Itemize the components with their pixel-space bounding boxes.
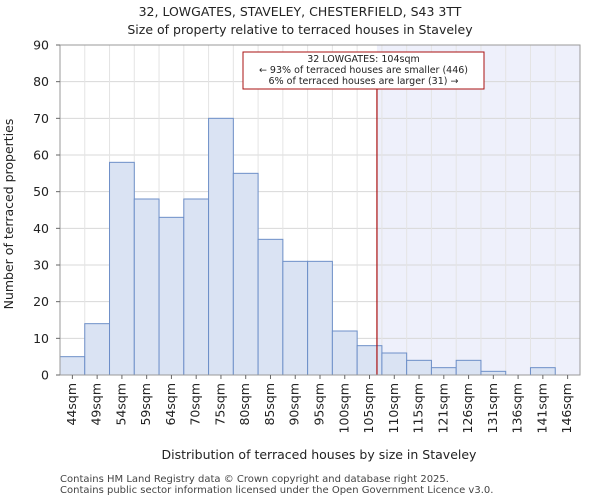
- bar-64sqm: [158, 216, 185, 376]
- y-tick-label: 60: [33, 148, 49, 163]
- bar-59sqm: [133, 198, 160, 376]
- y-tick-label: 10: [33, 331, 49, 346]
- x-tick-label: 85sqm: [262, 383, 277, 426]
- larger-region-highlight: [376, 45, 580, 375]
- y-axis-ticks: 0 10 20 30 40 50 60 70 80 90: [33, 38, 60, 383]
- bar-110sqm: [381, 352, 408, 376]
- y-tick-label: 30: [33, 258, 49, 273]
- x-tick-label: 121sqm: [435, 383, 450, 433]
- bar-115sqm: [406, 359, 432, 376]
- x-tick-label: 105sqm: [361, 383, 376, 433]
- x-axis-ticks: 44sqm 49sqm 54sqm 59sqm 64sqm 70sqm 75sqm 80sqm…: [64, 375, 574, 433]
- bar-44sqm: [59, 356, 86, 376]
- x-tick-label: 146sqm: [559, 383, 574, 433]
- x-tick-label: 126sqm: [460, 383, 475, 433]
- bar-49sqm: [84, 323, 111, 376]
- chart-title: 32, LOWGATES, STAVELEY, CHESTERFIELD, S4…: [139, 4, 462, 19]
- x-tick-label: 54sqm: [113, 383, 128, 426]
- x-tick-label: 64sqm: [163, 383, 178, 426]
- y-tick-label: 90: [33, 38, 49, 53]
- x-tick-label: 115sqm: [411, 383, 426, 433]
- x-tick-label: 110sqm: [386, 383, 401, 433]
- annotation-box: 32 LOWGATES: 104sqm ← 93% of terraced ho…: [242, 51, 485, 90]
- y-tick-label: 70: [33, 111, 49, 126]
- bar-85sqm: [257, 238, 284, 376]
- annotation-line-3: 6% of terraced houses are larger (31) →: [269, 76, 459, 87]
- x-tick-label: 100sqm: [336, 383, 351, 433]
- chart-subtitle: Size of property relative to terraced ho…: [127, 22, 473, 37]
- x-tick-label: 136sqm: [510, 383, 525, 433]
- bar-75sqm: [208, 117, 234, 376]
- bar-131sqm: [480, 370, 507, 376]
- x-tick-label: 70sqm: [188, 383, 203, 426]
- x-tick-label: 44sqm: [64, 383, 79, 426]
- x-tick-label: 131sqm: [485, 383, 500, 433]
- x-tick-label: 49sqm: [89, 383, 104, 426]
- bar-90sqm: [282, 260, 309, 376]
- footer-line-1: Contains HM Land Registry data © Crown c…: [60, 474, 449, 485]
- bar-95sqm: [307, 260, 333, 376]
- bars: [59, 117, 556, 376]
- bar-80sqm: [232, 172, 259, 376]
- x-tick-label: 80sqm: [237, 383, 252, 426]
- y-tick-label: 50: [33, 184, 49, 199]
- annotation-line-1: 32 LOWGATES: 104sqm: [307, 54, 419, 65]
- bar-54sqm: [109, 161, 135, 376]
- bar-105sqm: [356, 345, 383, 376]
- x-tick-label: 59sqm: [138, 383, 153, 426]
- footer-line-2: Contains public sector information licen…: [60, 485, 494, 496]
- bar-70sqm: [183, 198, 210, 376]
- x-tick-label: 90sqm: [287, 383, 302, 426]
- x-tick-label: 75sqm: [212, 383, 227, 426]
- bar-100sqm: [331, 330, 358, 376]
- x-tick-label: 95sqm: [312, 383, 327, 426]
- y-tick-label: 40: [33, 221, 49, 236]
- x-tick-label: 141sqm: [534, 383, 549, 433]
- y-tick-label: 80: [33, 74, 49, 89]
- bar-141sqm: [529, 367, 556, 376]
- y-axis-label: Number of terraced properties: [1, 119, 16, 310]
- y-tick-label: 0: [41, 368, 49, 383]
- bar-121sqm: [430, 367, 457, 376]
- y-tick-label: 20: [33, 294, 49, 309]
- bar-126sqm: [455, 359, 482, 376]
- x-axis-label: Distribution of terraced houses by size …: [162, 447, 478, 462]
- annotation-line-2: ← 93% of terraced houses are smaller (44…: [259, 65, 468, 76]
